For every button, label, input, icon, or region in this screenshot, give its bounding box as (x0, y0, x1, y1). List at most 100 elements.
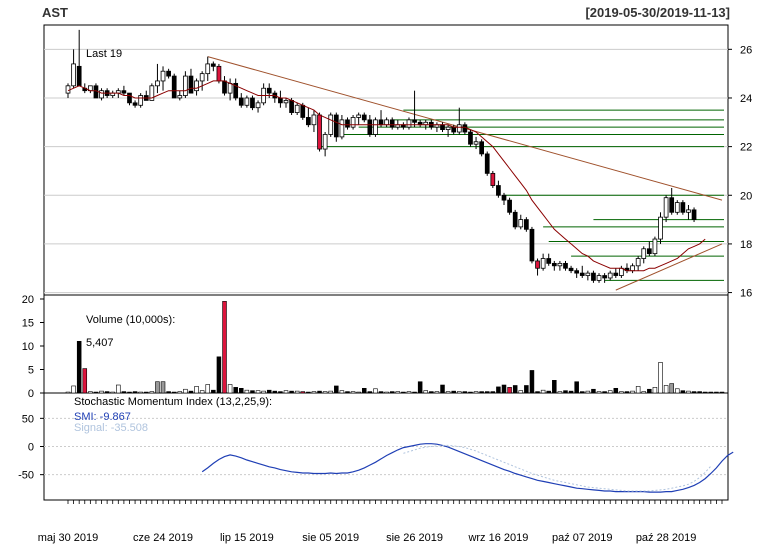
volume-bar (373, 388, 378, 394)
smi-tick-label: 50 (22, 413, 34, 425)
volume-bar (434, 391, 440, 394)
volume-bar (524, 385, 529, 394)
x-tick-label: cze 24 2019 (133, 532, 193, 544)
candle-body (177, 95, 183, 99)
candle-body (630, 265, 635, 272)
candle-body (574, 270, 580, 274)
volume-tick-label: 15 (22, 318, 34, 330)
volume-bar (183, 388, 188, 394)
volume-bar (440, 384, 445, 394)
volume-bar (669, 383, 674, 394)
candle-body (641, 248, 647, 259)
volume-bar (317, 390, 322, 394)
volume-bar (367, 391, 373, 394)
volume-bar (65, 391, 71, 394)
volume-bar (132, 391, 138, 394)
volume-bar (138, 391, 143, 394)
candle-body (283, 100, 289, 104)
candle-body (445, 126, 451, 130)
candle-body (384, 119, 389, 126)
volume-bar (691, 391, 697, 394)
volume-bar (345, 391, 350, 394)
volume-bar (395, 391, 401, 394)
volume-bar (473, 391, 479, 394)
candle-body (524, 219, 529, 230)
volume-bar (261, 390, 266, 394)
volume-bar (574, 381, 579, 394)
volume-bar (708, 391, 714, 394)
volume-bar (652, 387, 658, 394)
volume-bar (171, 391, 177, 394)
candle-body (210, 63, 216, 67)
candle-body (255, 102, 261, 109)
volume-bar (99, 390, 104, 394)
candle-body (406, 119, 412, 128)
volume-bar (490, 391, 496, 394)
volume-bar (635, 386, 641, 394)
candle-body (311, 114, 317, 126)
candle-body (691, 209, 697, 220)
volume-bar (468, 391, 473, 394)
candle-body (607, 272, 613, 279)
candle-body (440, 124, 445, 130)
candle-body (546, 258, 552, 264)
smi-line-signal (403, 444, 712, 492)
volume-bar (250, 390, 255, 394)
volume-bar (160, 381, 166, 394)
candle-body (339, 119, 345, 138)
candle-body (244, 97, 250, 106)
candle-body (658, 216, 663, 240)
candle-body (93, 85, 99, 99)
candle-body (585, 272, 591, 276)
candle-body (568, 267, 574, 272)
volume-bar (350, 391, 356, 394)
volume-bar (205, 384, 211, 394)
candle-body (451, 126, 457, 133)
volume-bar (88, 391, 93, 394)
trend-line (615, 243, 723, 291)
volume-bar (266, 389, 272, 394)
volume-bar (389, 391, 395, 394)
volume-bar (311, 391, 317, 394)
volume-bar (429, 391, 434, 394)
candle-body (591, 272, 596, 281)
volume-tick-label: 20 (22, 294, 34, 306)
volume-bar (484, 391, 490, 394)
candle-body (507, 199, 512, 213)
smi-tick-label: -50 (18, 470, 34, 482)
candle-body (669, 197, 675, 213)
candle-body (674, 202, 680, 213)
candle-body (378, 119, 384, 126)
price-tick-label: 18 (740, 239, 752, 251)
candle-body (652, 238, 658, 255)
chart-date-range: [2019-05-30/2019-11-13] (585, 5, 730, 20)
volume-bar (658, 362, 663, 394)
volume-bar (647, 388, 652, 394)
volume-bar (457, 391, 462, 394)
volume-bar (283, 390, 289, 394)
volume-bar (417, 381, 423, 394)
candle-body (596, 275, 602, 281)
candle-body (222, 80, 227, 94)
volume-bar (619, 391, 624, 394)
volume-bar (188, 390, 194, 394)
volume-bar (401, 391, 406, 394)
x-tick-label: paź 28 2019 (636, 532, 697, 544)
candle-body (205, 63, 211, 75)
volume-bar (697, 391, 702, 394)
candle-body (333, 114, 339, 138)
volume-bar (278, 391, 283, 394)
volume-bar (378, 391, 384, 394)
candle-body (496, 185, 501, 196)
candle-body (322, 134, 328, 150)
volume-bar (289, 390, 294, 394)
smi-tick-label: 0 (28, 442, 34, 454)
volume-bar (272, 390, 278, 394)
candle-body (76, 65, 82, 87)
volume-bar (552, 380, 557, 394)
volume-bar (602, 391, 607, 394)
volume-bar (121, 391, 127, 394)
volume-bar (199, 390, 205, 394)
candle-body (557, 262, 563, 267)
volume-bar (479, 391, 484, 394)
